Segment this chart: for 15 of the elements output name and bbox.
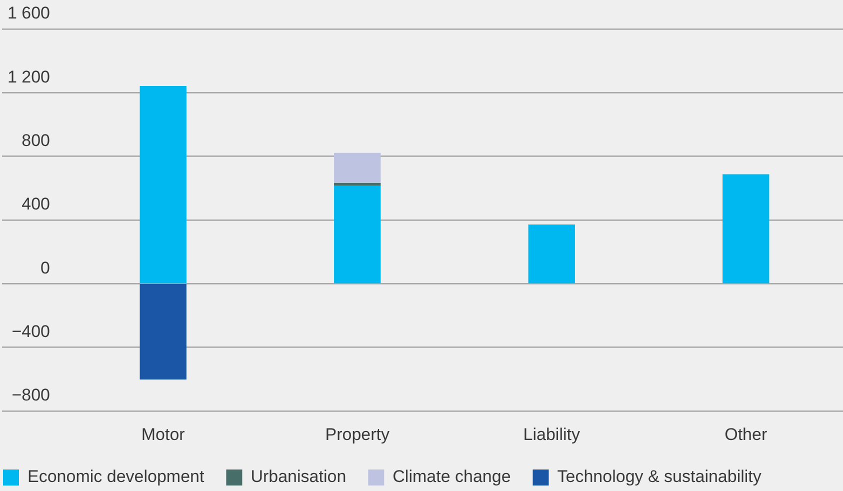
y-tick-label: 400 bbox=[22, 194, 50, 214]
legend-label: Technology & sustainability bbox=[557, 467, 762, 486]
legend-label: Urbanisation bbox=[250, 467, 346, 486]
y-tick-label: −400 bbox=[12, 322, 50, 342]
legend-label: Economic development bbox=[28, 467, 204, 486]
y-tick-label: 1 200 bbox=[7, 67, 50, 86]
legend-label: Climate change bbox=[392, 467, 511, 486]
x-tick-label: Motor bbox=[141, 424, 186, 444]
y-tick-label: 800 bbox=[22, 131, 50, 150]
x-tick-label: Other bbox=[724, 424, 768, 444]
x-tick-label: Property bbox=[325, 424, 390, 444]
y-tick-label: −800 bbox=[12, 386, 50, 405]
y-tick-label: 0 bbox=[40, 258, 50, 278]
x-tick-label: Liability bbox=[523, 424, 580, 444]
y-tick-label: 1 600 bbox=[7, 4, 50, 23]
